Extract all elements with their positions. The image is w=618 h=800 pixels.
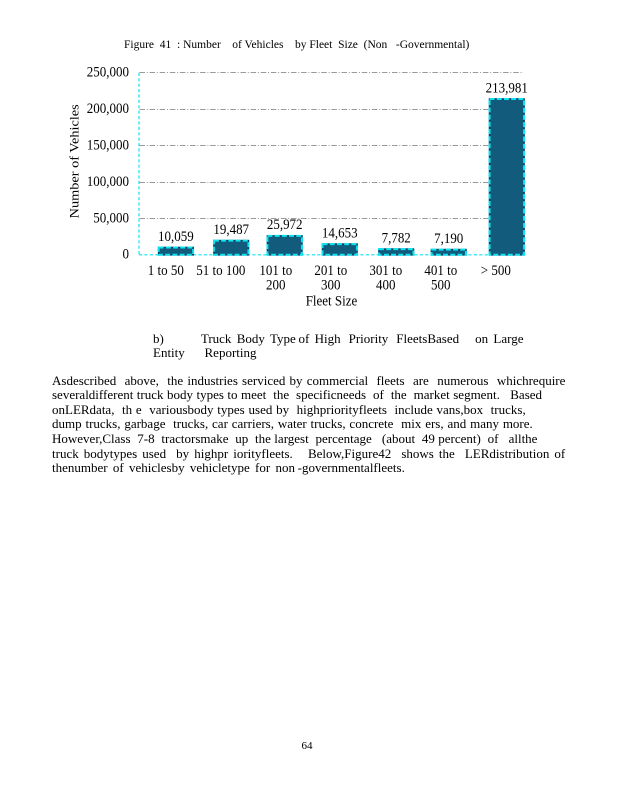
svg-text:7,190: 7,190 <box>434 230 463 246</box>
svg-text:301 to: 301 to <box>369 263 402 279</box>
svg-text:> 500: > 500 <box>481 263 511 279</box>
svg-text:Fleet Size: Fleet Size <box>306 293 358 309</box>
svg-text:19,487: 19,487 <box>213 221 249 237</box>
svg-text:1 to 50: 1 to 50 <box>148 263 184 279</box>
svg-text:500: 500 <box>431 277 451 293</box>
svg-text:25,972: 25,972 <box>267 217 303 233</box>
svg-text:400: 400 <box>376 277 396 293</box>
svg-text:7,782: 7,782 <box>382 230 411 246</box>
svg-text:50,000: 50,000 <box>93 210 129 226</box>
svg-text:250,000: 250,000 <box>87 64 129 80</box>
svg-text:101 to: 101 to <box>259 263 292 279</box>
svg-text:401 to: 401 to <box>424 263 457 279</box>
svg-text:14,653: 14,653 <box>322 225 358 241</box>
svg-text:Number of Vehicles: Number of Vehicles <box>67 104 81 218</box>
svg-text:201 to: 201 to <box>314 263 347 279</box>
svg-text:100,000: 100,000 <box>87 173 129 189</box>
svg-text:200,000: 200,000 <box>87 101 129 117</box>
svg-text:300: 300 <box>321 277 341 293</box>
svg-text:213,981: 213,981 <box>486 80 528 96</box>
svg-text:51 to 100: 51 to 100 <box>196 263 245 279</box>
svg-text:200: 200 <box>266 277 286 293</box>
svg-text:0: 0 <box>123 246 130 262</box>
svg-text:150,000: 150,000 <box>87 137 129 153</box>
svg-text:10,059: 10,059 <box>158 228 194 244</box>
